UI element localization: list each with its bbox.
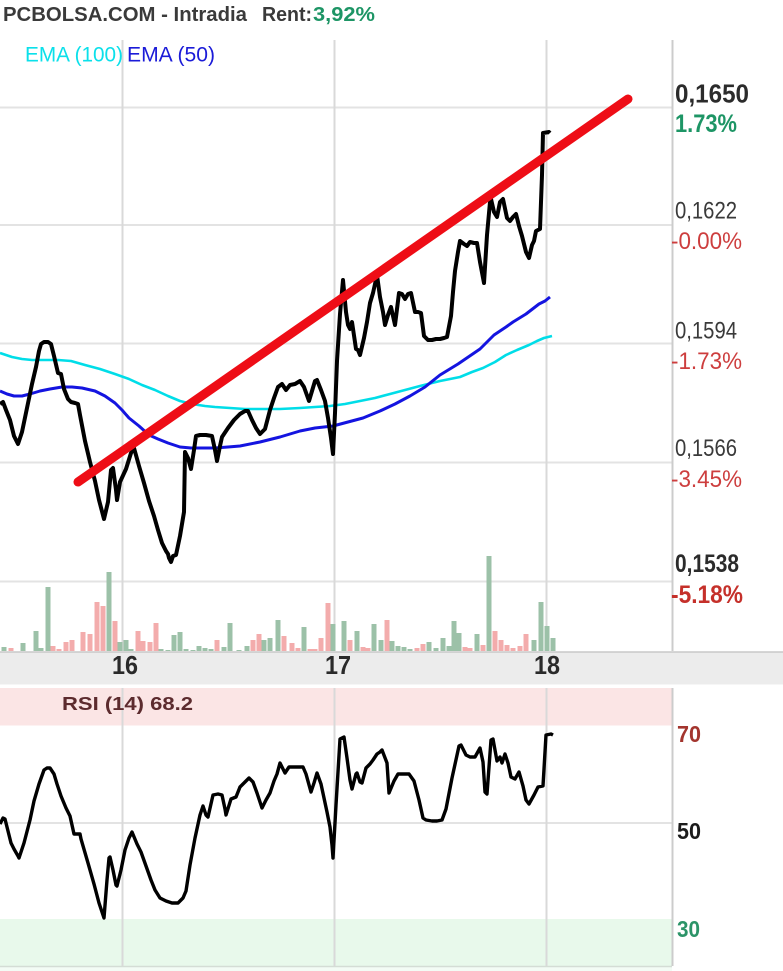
svg-text:17: 17: [325, 650, 351, 680]
svg-text:50: 50: [677, 818, 701, 844]
svg-text:30: 30: [677, 916, 700, 942]
svg-text:18: 18: [534, 650, 560, 680]
svg-text:PCBOLSA.COM - Intradia: PCBOLSA.COM - Intradia: [3, 4, 248, 26]
svg-text:EMA (100): EMA (100): [25, 44, 123, 67]
svg-text:0,1538: 0,1538: [675, 550, 739, 578]
svg-text:0,1650: 0,1650: [675, 79, 749, 109]
svg-text:EMA (50): EMA (50): [127, 44, 215, 67]
svg-text:70: 70: [677, 721, 701, 747]
svg-text:Rent:: Rent:: [262, 4, 312, 26]
svg-text:-5.18%: -5.18%: [671, 581, 743, 609]
svg-text:3,92%: 3,92%: [313, 4, 375, 26]
svg-text:-0.00%: -0.00%: [671, 228, 742, 255]
svg-text:0,1594: 0,1594: [675, 318, 737, 345]
svg-text:16: 16: [112, 650, 138, 680]
svg-text:0,1566: 0,1566: [675, 435, 737, 462]
svg-text:0,1622: 0,1622: [675, 198, 737, 225]
svg-text:-3.45%: -3.45%: [671, 466, 742, 493]
svg-text:1.73%: 1.73%: [675, 110, 737, 138]
svg-text:-1.73%: -1.73%: [671, 348, 742, 375]
svg-text:RSI (14) 68.2: RSI (14) 68.2: [62, 694, 193, 714]
